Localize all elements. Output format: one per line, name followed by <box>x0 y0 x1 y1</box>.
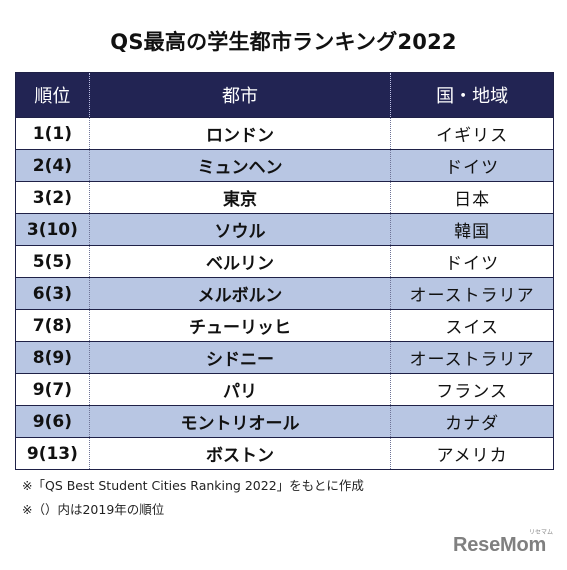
header-country: 国・地域 <box>390 72 554 118</box>
rank-cell: 9(13) <box>15 437 90 470</box>
city-cell: パリ <box>88 373 392 406</box>
header-city: 都市 <box>88 72 392 118</box>
table-header: 順位 都市 国・地域 <box>15 72 554 118</box>
country-cell: 韓国 <box>390 213 554 246</box>
header-row: 順位 都市 国・地域 <box>15 72 554 118</box>
rank-cell: 8(9) <box>15 341 90 374</box>
country-cell: スイス <box>390 309 554 342</box>
table-row: 6(3) メルボルン オーストラリア <box>15 277 554 310</box>
country-cell: イギリス <box>390 117 554 150</box>
resemom-logo: リセマム ReseMom <box>453 529 553 560</box>
rank-cell: 9(7) <box>15 373 90 406</box>
city-cell: ロンドン <box>88 117 392 150</box>
table-row: 9(13) ボストン アメリカ <box>15 437 554 470</box>
table-row: 9(7) パリ フランス <box>15 373 554 406</box>
country-cell: オーストラリア <box>390 341 554 374</box>
page-title: QS最高の学生都市ランキング2022 <box>110 30 457 54</box>
city-cell: モントリオール <box>88 405 392 438</box>
previous-rank-note: ※（）内は2019年の順位 <box>22 502 165 517</box>
city-cell: ボストン <box>88 437 392 470</box>
ranking-table: 順位 都市 国・地域 1(1) ロンドン イギリス 2(4) ミュンヘン ドイツ… <box>15 72 554 470</box>
city-cell: チューリッヒ <box>88 309 392 342</box>
city-cell: シドニー <box>88 341 392 374</box>
country-cell: フランス <box>390 373 554 406</box>
table-row: 7(8) チューリッヒ スイス <box>15 309 554 342</box>
table-row: 1(1) ロンドン イギリス <box>15 117 554 150</box>
header-rank: 順位 <box>15 72 90 118</box>
logo-ruby: リセマム <box>528 529 553 536</box>
logo-text: ReseMom <box>453 534 547 556</box>
table-row: 5(5) ベルリン ドイツ <box>15 245 554 278</box>
city-cell: 東京 <box>88 181 392 214</box>
rank-cell: 3(10) <box>15 213 90 246</box>
table-row: 3(10) ソウル 韓国 <box>15 213 554 246</box>
country-cell: カナダ <box>390 405 554 438</box>
table-row: 2(4) ミュンヘン ドイツ <box>15 149 554 182</box>
country-cell: ドイツ <box>390 149 554 182</box>
city-cell: ソウル <box>88 213 392 246</box>
city-cell: ミュンヘン <box>88 149 392 182</box>
table-row: 8(9) シドニー オーストラリア <box>15 341 554 374</box>
city-cell: メルボルン <box>88 277 392 310</box>
rank-cell: 5(5) <box>15 245 90 278</box>
rank-cell: 1(1) <box>15 117 90 150</box>
rank-cell: 7(8) <box>15 309 90 342</box>
country-cell: アメリカ <box>390 437 554 470</box>
table-body: 1(1) ロンドン イギリス 2(4) ミュンヘン ドイツ 3(2) 東京 日本… <box>15 117 554 470</box>
table-row: 3(2) 東京 日本 <box>15 181 554 214</box>
table-row: 9(6) モントリオール カナダ <box>15 405 554 438</box>
rank-cell: 6(3) <box>15 277 90 310</box>
country-cell: オーストラリア <box>390 277 554 310</box>
country-cell: 日本 <box>390 181 554 214</box>
country-cell: ドイツ <box>390 245 554 278</box>
rank-cell: 9(6) <box>15 405 90 438</box>
rank-cell: 2(4) <box>15 149 90 182</box>
rank-cell: 3(2) <box>15 181 90 214</box>
city-cell: ベルリン <box>88 245 392 278</box>
source-note: ※「QS Best Student Cities Ranking 2022」をも… <box>22 478 364 493</box>
